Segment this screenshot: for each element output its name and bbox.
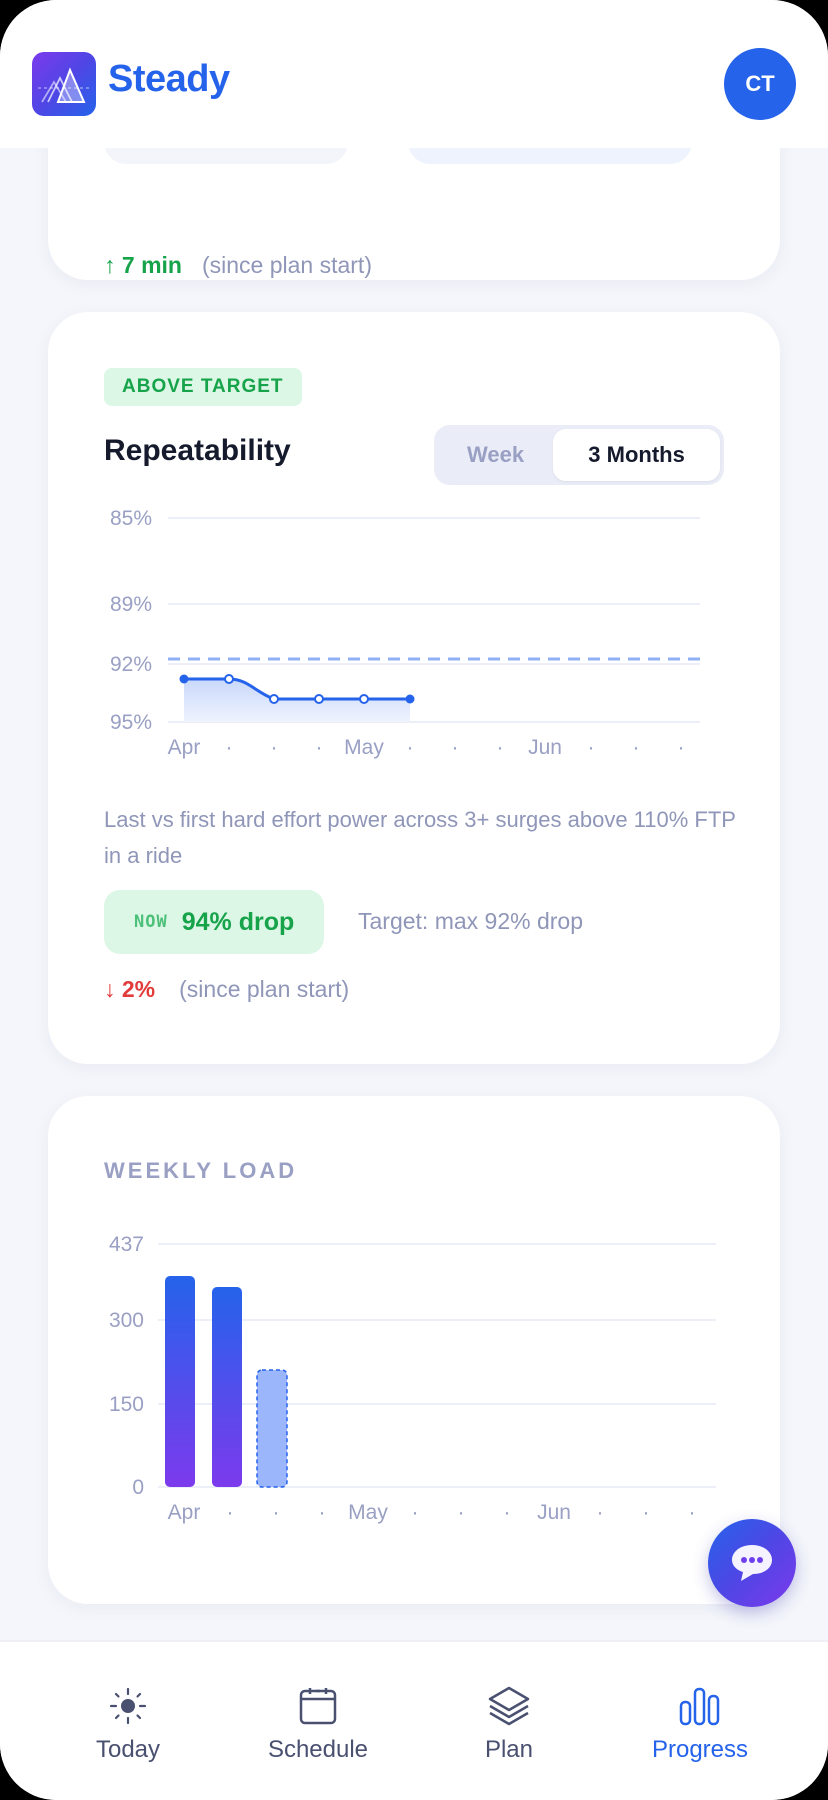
- repeatability-card: ABOVE TARGET Repeatability Week 3 Months…: [48, 312, 780, 1064]
- delta-row: ↑ 7 min (since plan start): [104, 252, 372, 279]
- svg-text:·: ·: [273, 1501, 280, 1524]
- app-header: Steady CT: [0, 0, 828, 148]
- svg-text:150: 150: [109, 1393, 144, 1416]
- delta-down-value: ↓ 2%: [104, 976, 156, 1002]
- bottom-nav: Today Schedule Plan: [0, 1640, 828, 1800]
- current-value-pill: NOW 94% drop: [104, 890, 325, 954]
- chat-bubble-icon: [732, 1545, 772, 1581]
- svg-text:·: ·: [271, 736, 278, 759]
- svg-text:·: ·: [497, 736, 504, 759]
- delta-up-value: ↑ 7 min: [104, 252, 182, 278]
- nav-label: Progress: [651, 1736, 749, 1763]
- card-title: Repeatability: [104, 434, 291, 467]
- svg-text:95%: 95%: [110, 711, 152, 734]
- svg-text:·: ·: [633, 736, 640, 759]
- svg-text:Apr: Apr: [168, 736, 201, 759]
- target-text: Target: max 92% drop: [358, 908, 584, 934]
- delta-note: (since plan start): [179, 976, 350, 1002]
- svg-text:·: ·: [407, 736, 414, 759]
- svg-text:·: ·: [226, 736, 233, 759]
- brand-name: Steady: [108, 58, 230, 100]
- nav-item-today[interactable]: Today: [48, 1686, 208, 1764]
- svg-text:0: 0: [132, 1476, 144, 1499]
- svg-text:Jun: Jun: [537, 1501, 571, 1524]
- weekly-load-bar-chart: 437 300 150 0 Apr · · · May · · · Jun · …: [109, 1233, 716, 1524]
- nav-label: Plan: [484, 1736, 534, 1763]
- nav-label: Today: [95, 1736, 161, 1763]
- calendar-icon: [299, 1688, 337, 1725]
- now-value: 94% drop: [181, 907, 295, 936]
- nav-item-plan[interactable]: Plan: [429, 1686, 589, 1764]
- mountain-logo-icon[interactable]: [32, 52, 96, 116]
- range-option-week[interactable]: Week: [467, 442, 525, 467]
- layers-icon: [488, 1686, 530, 1726]
- svg-text:May: May: [348, 1501, 388, 1524]
- svg-text:437: 437: [109, 1233, 144, 1256]
- svg-text:May: May: [344, 736, 384, 759]
- weekly-load-card: WEEKLY LOAD 437 300 150 0 Apr · · · Ma: [48, 1096, 780, 1604]
- svg-text:·: ·: [316, 736, 323, 759]
- nav-label: Schedule: [267, 1736, 369, 1763]
- svg-text:·: ·: [319, 1501, 326, 1524]
- repeatability-line-chart: 85% 89% 92% 95% Apr · · · May · · · J: [110, 507, 700, 759]
- svg-text:300: 300: [109, 1309, 144, 1332]
- svg-text:92%: 92%: [110, 653, 152, 676]
- svg-text:·: ·: [597, 1501, 604, 1524]
- svg-text:·: ·: [227, 1501, 234, 1524]
- range-segmented-control: Week 3 Months: [434, 425, 724, 485]
- svg-text:85%: 85%: [110, 507, 152, 530]
- range-option-3-months[interactable]: 3 Months: [553, 429, 720, 481]
- avatar[interactable]: CT: [724, 48, 796, 120]
- status-badge: ABOVE TARGET: [104, 368, 302, 406]
- svg-text:·: ·: [678, 736, 685, 759]
- nav-item-schedule[interactable]: Schedule: [238, 1686, 398, 1764]
- metric-description: Last vs first hard effort power across 3…: [104, 807, 736, 868]
- nav-item-progress[interactable]: Progress: [620, 1686, 780, 1764]
- svg-text:·: ·: [588, 736, 595, 759]
- sun-icon: [109, 1687, 147, 1725]
- chat-button[interactable]: [708, 1519, 796, 1607]
- svg-text:·: ·: [504, 1501, 511, 1524]
- section-title: WEEKLY LOAD: [104, 1158, 298, 1183]
- svg-text:Jun: Jun: [528, 736, 562, 759]
- svg-text:·: ·: [452, 736, 459, 759]
- delta-note: (since plan start): [201, 252, 372, 278]
- now-label: NOW: [134, 912, 168, 932]
- svg-text:Apr: Apr: [168, 1501, 201, 1524]
- svg-text:·: ·: [689, 1501, 696, 1524]
- bar-chart-icon: [679, 1687, 720, 1726]
- svg-text:·: ·: [458, 1501, 465, 1524]
- svg-text:·: ·: [643, 1501, 650, 1524]
- delta-row: ↓ 2% (since plan start): [104, 976, 349, 1003]
- svg-text:·: ·: [412, 1501, 419, 1524]
- svg-text:89%: 89%: [110, 593, 152, 616]
